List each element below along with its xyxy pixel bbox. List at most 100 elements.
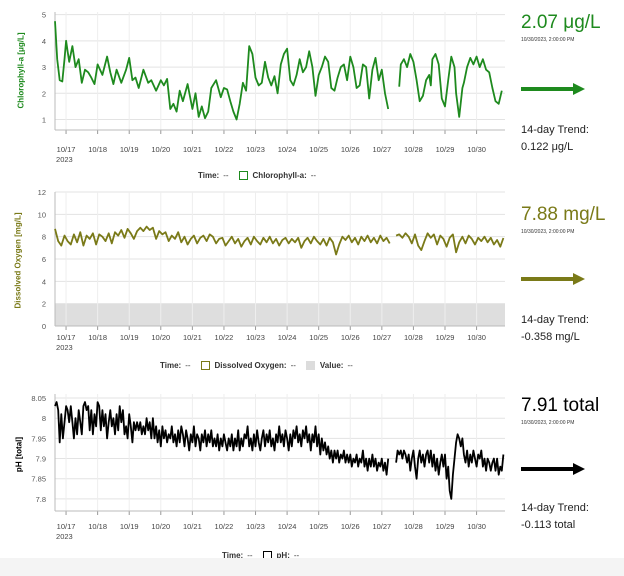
chlorophyll-timestamp: 10/30/2023, 2:00:00 PM xyxy=(521,37,575,43)
chlorophyll-trend-block: 14-day Trend: 0.122 μg/L xyxy=(521,122,589,156)
ph-timestamp: 10/30/2023, 2:00:00 PM xyxy=(521,420,575,426)
ph-y-axis-label: pH [total] xyxy=(14,436,24,473)
series-line xyxy=(54,21,390,121)
x-tick-label: 10/21 xyxy=(183,145,202,154)
chlorophyll-current-block: 2.07 μg/L 10/30/2023, 2:00:00 PM xyxy=(521,12,621,43)
x-tick-label: 10/26 xyxy=(341,333,360,342)
trend-arrow-icon xyxy=(521,273,585,285)
x-tick-label: 10/30 xyxy=(467,145,486,154)
y-tick-label: 7.9 xyxy=(36,455,46,464)
legend-ph-value: -- xyxy=(293,551,300,560)
legend-time-label: Time: xyxy=(222,551,244,560)
legend-chlorophyll-label: Chlorophyll-a: xyxy=(252,171,307,180)
ph-trend-value: -0.113 total xyxy=(521,519,576,531)
chlorophyll-current-value: 2.07 μg/L xyxy=(521,12,601,33)
ph-chart[interactable]: 7.8 7.85 7.9 7.95 8 8.05 10/17 10/18 10/19 10/20 1… xyxy=(0,382,520,547)
x-tick-label: 10/24 xyxy=(278,333,297,342)
dissolved-oxygen-trend-label: 14-day Trend: xyxy=(521,314,589,326)
x-tick-label: 10/27 xyxy=(372,145,391,154)
x-tick-label: 10/18 xyxy=(88,145,107,154)
x-year-label: 2023 xyxy=(56,532,73,541)
trend-arrow-icon xyxy=(521,463,585,475)
x-tick-label: 10/24 xyxy=(278,522,297,531)
y-tick-label: 3 xyxy=(42,63,46,72)
x-tick-label: 10/28 xyxy=(404,522,423,531)
value-band-legend-swatch xyxy=(305,361,315,370)
dissolved-oxygen-trend-value: -0.358 mg/L xyxy=(521,331,580,343)
ph-panel: 7.8 7.85 7.9 7.95 8 8.05 10/17 10/18 10/19 10/20 1… xyxy=(0,382,624,562)
x-tick-label: 10/27 xyxy=(372,522,391,531)
page-footer-band xyxy=(0,558,624,576)
y-tick-label: 8 xyxy=(42,414,46,423)
series-line xyxy=(395,433,505,500)
x-tick-label: 10/23 xyxy=(246,333,265,342)
x-tick-label: 10/25 xyxy=(309,145,328,154)
y-tick-label: 10 xyxy=(38,210,46,219)
y-tick-label: 12 xyxy=(38,188,46,197)
chlorophyll-trend-label: 14-day Trend: xyxy=(521,124,589,136)
x-tick-label: 10/29 xyxy=(436,145,455,154)
y-tick-label: 7.8 xyxy=(36,495,46,504)
chlorophyll-y-axis-label: Chlorophyll-a [μg/L] xyxy=(16,32,26,109)
x-tick-label: 10/26 xyxy=(341,145,360,154)
x-tick-label: 10/19 xyxy=(120,145,139,154)
x-tick-label: 10/30 xyxy=(467,522,486,531)
x-tick-label: 10/23 xyxy=(246,145,265,154)
series-line xyxy=(395,232,505,254)
y-tick-label: 7.95 xyxy=(31,434,46,443)
y-tick-label: 0 xyxy=(42,322,46,331)
x-tick-label: 10/20 xyxy=(151,333,170,342)
series-line xyxy=(54,401,390,476)
x-tick-label: 10/20 xyxy=(151,145,170,154)
y-tick-label: 6 xyxy=(42,255,46,264)
x-tick-label: 10/28 xyxy=(404,145,423,154)
x-tick-label: 10/29 xyxy=(436,522,455,531)
x-tick-label: 10/29 xyxy=(436,333,455,342)
dissolved-oxygen-timestamp: 10/30/2023, 2:00:00 PM xyxy=(521,229,575,235)
legend-ph-label: pH: xyxy=(276,551,290,560)
x-tick-label: 10/19 xyxy=(120,522,139,531)
x-tick-label: 10/25 xyxy=(309,333,328,342)
x-tick-label: 10/19 xyxy=(120,333,139,342)
ph-current-block: 7.91 total 10/30/2023, 2:00:00 PM xyxy=(521,395,621,426)
dissolved-oxygen-trend-block: 14-day Trend: -0.358 mg/L xyxy=(521,312,589,346)
ph-current-value: 7.91 total xyxy=(521,395,600,416)
x-tick-label: 10/17 xyxy=(57,333,76,342)
legend-value-label: Value: xyxy=(319,361,344,370)
dissolved-oxygen-legend-swatch xyxy=(200,361,210,370)
y-tick-label: 5 xyxy=(42,11,46,20)
x-tick-label: 10/30 xyxy=(467,333,486,342)
x-tick-label: 10/21 xyxy=(183,522,202,531)
legend-chlorophyll-value: -- xyxy=(310,171,317,180)
y-tick-label: 8 xyxy=(42,233,46,242)
chlorophyll-panel: 1 2 3 4 5 10/17 10/18 10/19 10/20 10/21 10/22 10/23… xyxy=(0,0,624,190)
legend-time-value: -- xyxy=(185,361,191,370)
y-tick-label: 2 xyxy=(42,300,46,309)
y-tick-label: 2 xyxy=(42,89,46,98)
x-year-label: 2023 xyxy=(56,155,73,164)
x-tick-label: 10/17 xyxy=(57,145,76,154)
chlorophyll-chart[interactable]: 1 2 3 4 5 10/17 10/18 10/19 10/20 10/21 10/22 10/23… xyxy=(0,0,520,170)
x-tick-label: 10/26 xyxy=(341,522,360,531)
x-tick-label: 10/27 xyxy=(372,333,391,342)
series-line xyxy=(398,53,503,118)
dissolved-oxygen-panel: 0 2 4 6 8 10 12 10/17 10/18 10/19 10/20 10/21 10/22 1… xyxy=(0,188,624,378)
chlorophyll-legend-swatch xyxy=(238,171,248,180)
x-tick-label: 10/18 xyxy=(88,522,107,531)
y-tick-label: 4 xyxy=(42,37,46,46)
legend-time-label: Time: xyxy=(198,171,220,180)
chlorophyll-trend-value: 0.122 μg/L xyxy=(521,141,574,153)
x-tick-label: 10/22 xyxy=(215,145,234,154)
x-tick-label: 10/20 xyxy=(151,522,170,531)
ph-trend-label: 14-day Trend: xyxy=(521,502,589,514)
x-tick-label: 10/24 xyxy=(278,145,297,154)
y-tick-label: 8.05 xyxy=(31,394,46,403)
dissolved-oxygen-legend: Time: -- Dissolved Oxygen: -- Value: -- xyxy=(160,361,353,370)
legend-dissolved-oxygen-value: -- xyxy=(290,361,296,370)
dissolved-oxygen-chart[interactable]: 0 2 4 6 8 10 12 10/17 10/18 10/19 10/20 10/21 10/22 1… xyxy=(0,188,520,358)
x-tick-label: 10/28 xyxy=(404,333,423,342)
ph-trend-block: 14-day Trend: -0.113 total xyxy=(521,500,589,534)
y-tick-label: 7.85 xyxy=(31,475,46,484)
x-tick-label: 10/18 xyxy=(88,333,107,342)
